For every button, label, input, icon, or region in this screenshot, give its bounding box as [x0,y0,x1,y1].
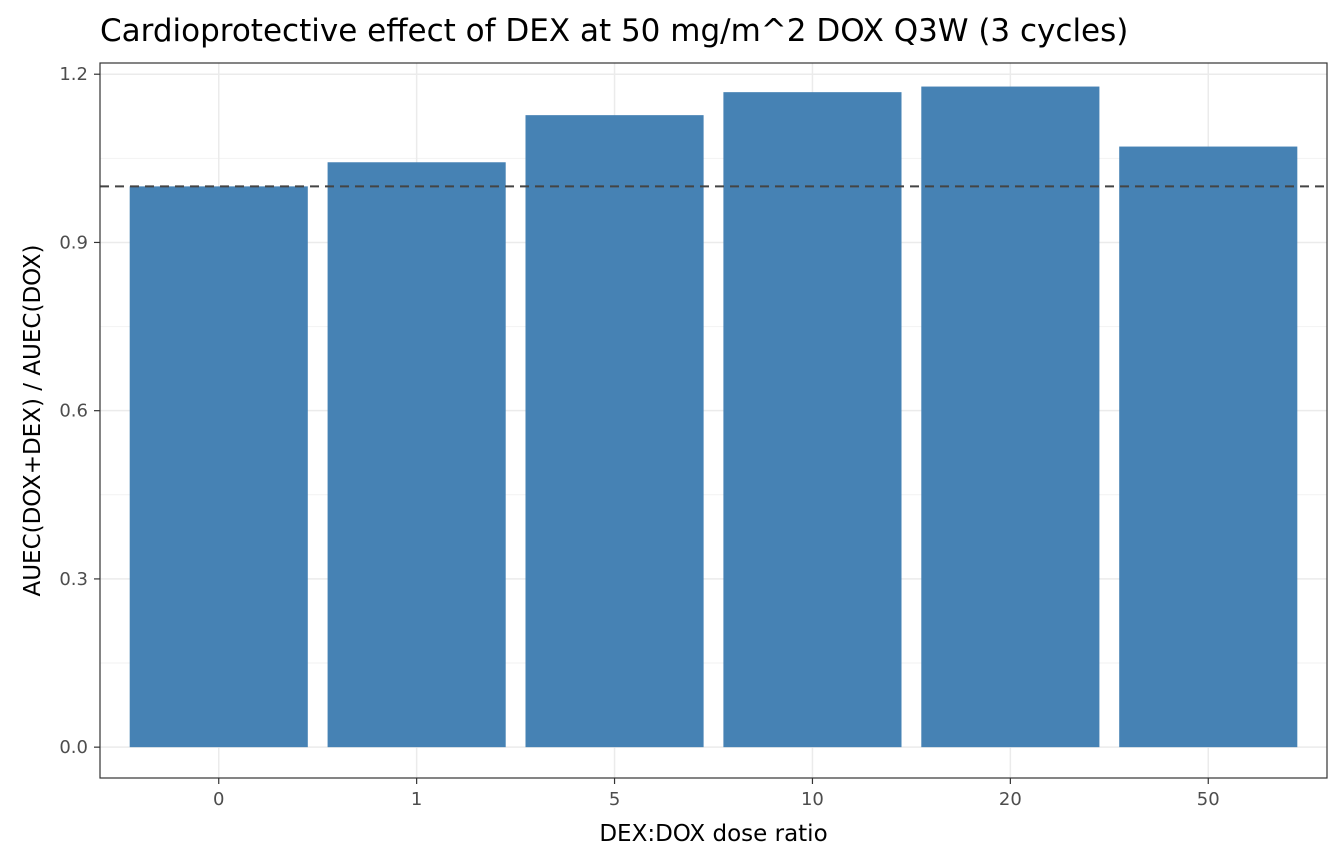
x-tick-label: 1 [411,789,422,810]
x-tick-label: 5 [609,789,620,810]
x-tick-label: 10 [801,789,824,810]
bar-1 [327,162,506,748]
y-tick-label: 0.0 [59,737,88,758]
panel-border [99,62,1328,779]
x-tick-label: 0 [213,789,224,810]
bars [129,86,1298,748]
bar-20 [921,86,1100,748]
y-axis: 0.0 0.3 0.6 0.9 1.2 [59,64,100,758]
y-tick-label: 0.9 [59,232,88,253]
bar-5 [525,115,704,748]
bar-50 [1119,146,1298,748]
x-axis-title: DEX:DOX dose ratio [599,821,827,847]
y-tick-label: 1.2 [59,64,88,85]
bar-10 [723,92,902,748]
x-axis: 0 1 5 10 20 50 [213,778,1220,810]
y-tick-label: 0.6 [59,401,88,422]
chart-title: Cardioprotective effect of DEX at 50 mg/… [100,13,1128,49]
y-tick-label: 0.3 [59,569,88,590]
x-tick-label: 50 [1197,789,1220,810]
x-tick-label: 20 [999,789,1022,810]
bar-0 [129,186,308,748]
y-axis-title: AUEC(DOX+DEX) / AUEC(DOX) [20,244,46,596]
